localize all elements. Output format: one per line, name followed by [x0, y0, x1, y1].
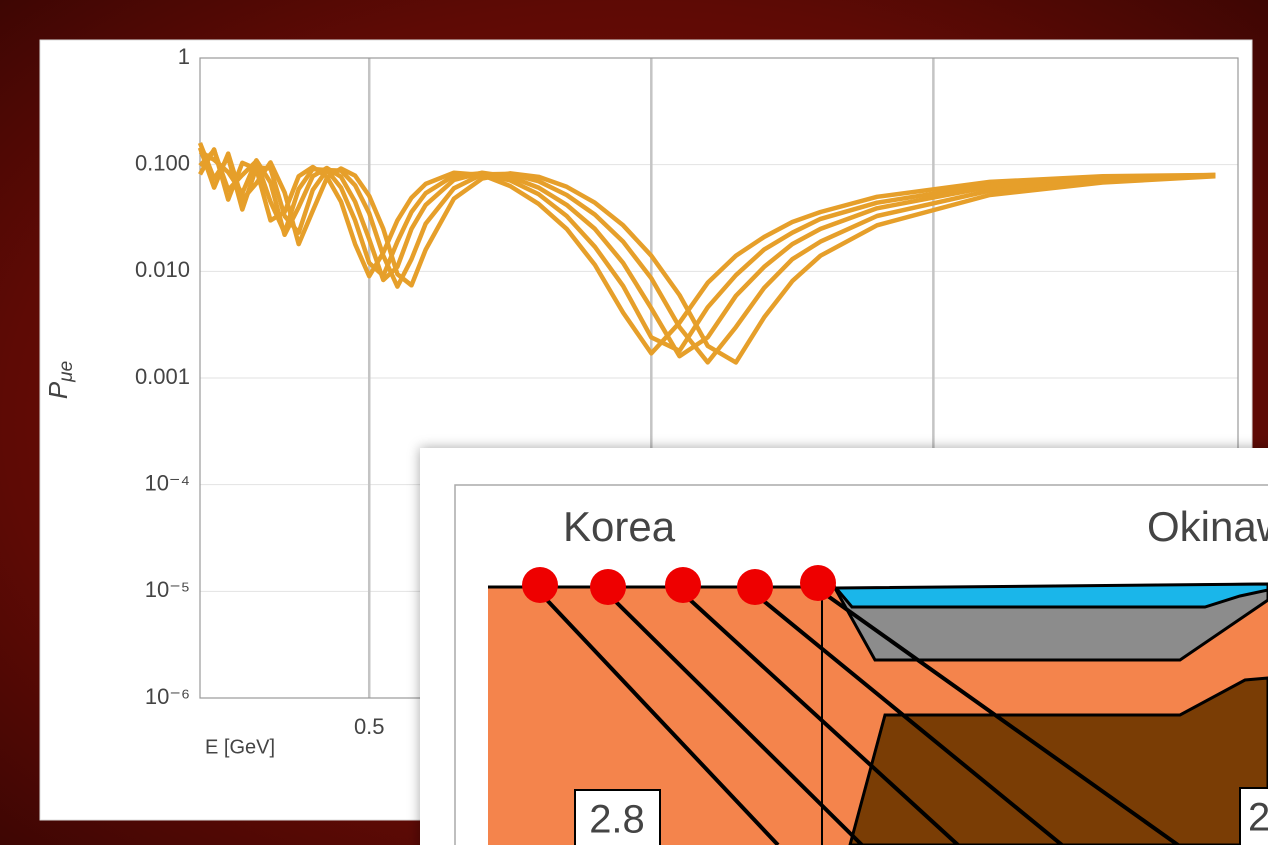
- beam-path: [543, 596, 780, 845]
- right-value: 2: [1248, 796, 1268, 840]
- y-tick-label: 0.100: [135, 150, 190, 175]
- y-tick-label: 10⁻⁵: [145, 577, 190, 602]
- site: [737, 569, 773, 605]
- beam-paths: [543, 592, 1180, 845]
- x-axis-label: E [GeV]: [205, 736, 275, 758]
- site: [522, 567, 558, 603]
- y-tick-label: 0.010: [135, 257, 190, 282]
- beam-path: [686, 596, 960, 845]
- y-tick-label: 0.001: [135, 364, 190, 389]
- series-line: [197, 142, 1216, 365]
- series-line: [198, 149, 1216, 359]
- y-axis-label: Pμe: [43, 361, 77, 399]
- beam-path: [823, 592, 1180, 845]
- series-line: [197, 147, 1216, 365]
- inset: 2.8 2 Korea Okinawa: [420, 448, 1268, 845]
- y-tick-label: 10⁻⁶: [145, 684, 190, 709]
- site: [665, 567, 701, 603]
- beam-path: [610, 596, 864, 845]
- beam-path: [758, 596, 1064, 845]
- value-box: [1239, 787, 1268, 845]
- inset-frame: [454, 484, 1268, 845]
- left-value: 2.8: [589, 798, 645, 842]
- value-box: [574, 789, 661, 845]
- y-tick-label: 10⁻⁴: [144, 470, 190, 495]
- y-tick-label: 1: [178, 44, 190, 69]
- y-axis-label-main: P: [43, 381, 73, 399]
- cross-section: 2.8 2 Korea Okinawa: [455, 485, 1268, 845]
- y-axis-label-sub: μe: [56, 361, 77, 383]
- sites: [522, 565, 836, 605]
- site: [800, 565, 836, 601]
- x-tick-label: 0.5: [354, 714, 385, 739]
- left-label: Korea: [563, 503, 676, 550]
- site: [590, 569, 626, 605]
- sea: [832, 582, 1268, 609]
- right-label: Okinawa: [1147, 503, 1268, 550]
